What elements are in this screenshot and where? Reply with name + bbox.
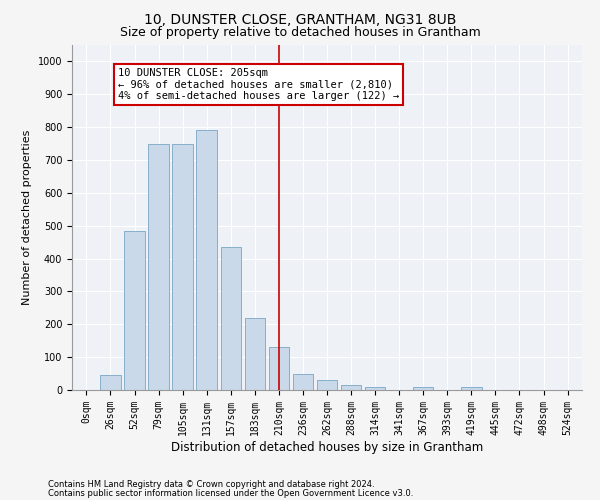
- Text: 10 DUNSTER CLOSE: 205sqm
← 96% of detached houses are smaller (2,810)
4% of semi: 10 DUNSTER CLOSE: 205sqm ← 96% of detach…: [118, 68, 399, 101]
- Bar: [100, 375, 121, 390]
- Bar: [245, 318, 265, 390]
- Bar: [172, 144, 193, 390]
- X-axis label: Distribution of detached houses by size in Grantham: Distribution of detached houses by size …: [171, 440, 483, 454]
- Bar: [461, 386, 482, 390]
- Bar: [413, 386, 433, 390]
- Bar: [293, 374, 313, 390]
- Bar: [365, 386, 385, 390]
- Bar: [124, 230, 145, 390]
- Text: Contains public sector information licensed under the Open Government Licence v3: Contains public sector information licen…: [48, 488, 413, 498]
- Bar: [269, 348, 289, 390]
- Bar: [196, 130, 217, 390]
- Bar: [221, 247, 241, 390]
- Y-axis label: Number of detached properties: Number of detached properties: [22, 130, 32, 305]
- Text: Contains HM Land Registry data © Crown copyright and database right 2024.: Contains HM Land Registry data © Crown c…: [48, 480, 374, 489]
- Text: Size of property relative to detached houses in Grantham: Size of property relative to detached ho…: [119, 26, 481, 39]
- Text: 10, DUNSTER CLOSE, GRANTHAM, NG31 8UB: 10, DUNSTER CLOSE, GRANTHAM, NG31 8UB: [144, 12, 456, 26]
- Bar: [317, 380, 337, 390]
- Bar: [148, 144, 169, 390]
- Bar: [341, 385, 361, 390]
